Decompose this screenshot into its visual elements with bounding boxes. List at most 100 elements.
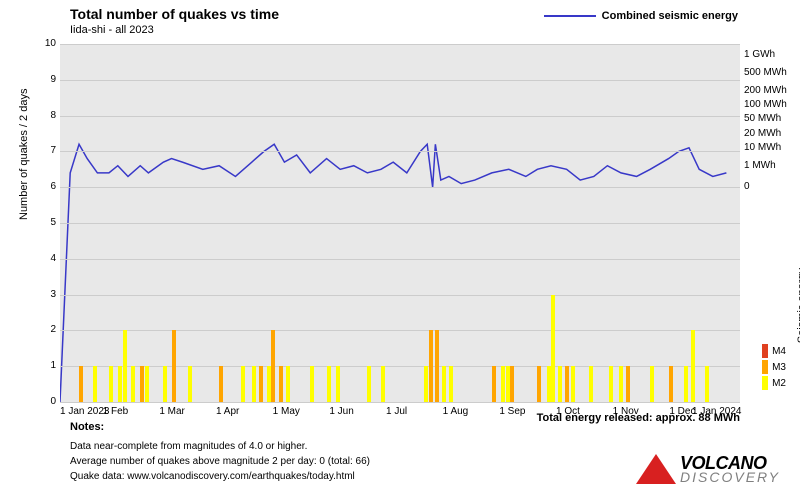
- xtick: 1 Feb: [103, 406, 129, 417]
- quake-bar: [145, 366, 149, 402]
- gridline: [60, 187, 740, 188]
- mag-legend-label: M3: [772, 362, 786, 373]
- quake-bar: [435, 330, 439, 402]
- quake-bar: [492, 366, 496, 402]
- quake-bar: [79, 366, 83, 402]
- quake-bar: [705, 366, 709, 402]
- quake-bar: [510, 366, 514, 402]
- quake-bar: [123, 330, 127, 402]
- logo-text: VOLCANO DISCOVERY: [680, 455, 780, 484]
- ytick-right: 1 GWh: [744, 49, 775, 60]
- mag-legend-label: M2: [772, 378, 786, 389]
- chart-container: Total number of quakes vs time Iida-shi …: [0, 0, 800, 500]
- notes-line: Quake data: www.volcanodiscovery.com/ear…: [70, 469, 370, 484]
- notes-heading: Notes:: [70, 419, 370, 436]
- quake-bar: [172, 330, 176, 402]
- ytick-right: 0: [744, 181, 750, 192]
- ytick-right: 10 MWh: [744, 142, 781, 153]
- quake-bar: [241, 366, 245, 402]
- mag-legend-swatch: [762, 376, 768, 390]
- quake-bar: [336, 366, 340, 402]
- mag-legend-label: M4: [772, 346, 786, 357]
- xtick: 1 Nov: [613, 406, 639, 417]
- ytick-left: 2: [40, 324, 56, 335]
- notes-line: Data near-complete from magnitudes of 4.…: [70, 439, 370, 454]
- gridline: [60, 295, 740, 296]
- gridline: [60, 223, 740, 224]
- quake-bar: [219, 366, 223, 402]
- magnitude-legend: M4 M3 M2: [762, 344, 786, 390]
- ytick-right: 200 MWh: [744, 85, 787, 96]
- logo: VOLCANO DISCOVERY: [636, 454, 780, 484]
- quake-bar: [571, 366, 575, 402]
- quake-bar: [691, 330, 695, 402]
- mag-legend-item: M4: [762, 344, 786, 358]
- quake-bar: [501, 366, 505, 402]
- y-axis-label-right: Seismic energy: [796, 268, 800, 343]
- quake-bar: [684, 366, 688, 402]
- gridline: [60, 80, 740, 81]
- quake-bar: [109, 366, 113, 402]
- xtick: 1 May: [273, 406, 300, 417]
- ytick-left: 5: [40, 217, 56, 228]
- gridline: [60, 402, 740, 403]
- xtick: 1 Sep: [499, 406, 525, 417]
- ytick-right: 20 MWh: [744, 128, 781, 139]
- quake-bar: [381, 366, 385, 402]
- quake-bar: [449, 366, 453, 402]
- ytick-right: 50 MWh: [744, 113, 781, 124]
- gridline: [60, 366, 740, 367]
- quake-bar: [118, 366, 122, 402]
- quake-bar: [589, 366, 593, 402]
- quake-bar: [565, 366, 569, 402]
- quake-bar: [442, 366, 446, 402]
- quake-bar: [558, 366, 562, 402]
- mag-legend-swatch: [762, 344, 768, 358]
- gridline: [60, 116, 740, 117]
- notes-block: Notes: Data near-complete from magnitude…: [70, 419, 370, 485]
- gridline: [60, 151, 740, 152]
- quake-bar: [626, 366, 630, 402]
- quake-bar: [367, 366, 371, 402]
- ytick-left: 0: [40, 396, 56, 407]
- mag-legend-item: M2: [762, 376, 786, 390]
- ytick-left: 9: [40, 74, 56, 85]
- chart-title: Total number of quakes vs time: [70, 6, 279, 22]
- quake-bar: [286, 366, 290, 402]
- quake-bar: [131, 366, 135, 402]
- quake-bar: [163, 366, 167, 402]
- gridline: [60, 259, 740, 260]
- mag-legend-swatch: [762, 360, 768, 374]
- quake-bar: [259, 366, 263, 402]
- volcano-triangle-icon: [636, 454, 676, 484]
- quake-bar: [429, 330, 433, 402]
- ytick-left: 8: [40, 110, 56, 121]
- ytick-right: 100 MWh: [744, 99, 787, 110]
- quake-bar: [252, 366, 256, 402]
- line-legend-swatch: [544, 15, 596, 17]
- gridline: [60, 44, 740, 45]
- gridline: [60, 330, 740, 331]
- ytick-left: 4: [40, 253, 56, 264]
- xtick: 1 Jan 2024: [692, 406, 742, 417]
- quake-bar: [551, 295, 555, 402]
- notes-line: Average number of quakes above magnitude…: [70, 454, 370, 469]
- ytick-left: 10: [40, 38, 56, 49]
- quake-bar: [424, 366, 428, 402]
- ytick-left: 3: [40, 289, 56, 300]
- quake-bar: [619, 366, 623, 402]
- ytick-left: 7: [40, 145, 56, 156]
- quake-bar: [650, 366, 654, 402]
- ytick-right: 500 MWh: [744, 67, 787, 78]
- plot-area: [60, 44, 740, 402]
- quake-bar: [279, 366, 283, 402]
- quake-bar: [188, 366, 192, 402]
- quake-bar: [537, 366, 541, 402]
- line-legend-label: Combined seismic energy: [602, 10, 738, 22]
- xtick: 1 Oct: [556, 406, 580, 417]
- chart-subtitle: Iida-shi - all 2023: [70, 24, 154, 36]
- xtick: 1 Jun: [329, 406, 353, 417]
- xtick: 1 Jul: [386, 406, 407, 417]
- quake-bar: [669, 366, 673, 402]
- xtick: 1 Apr: [216, 406, 239, 417]
